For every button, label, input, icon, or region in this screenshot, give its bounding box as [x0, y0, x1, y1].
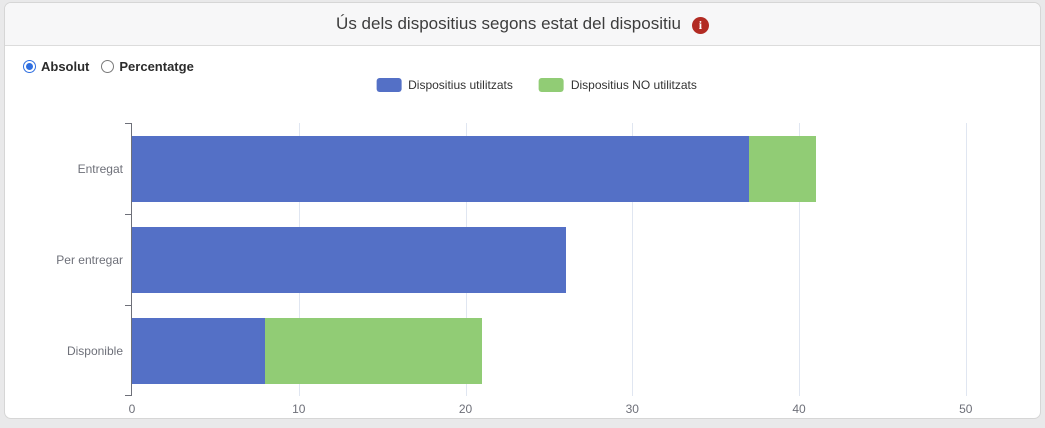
- page-title: Ús dels dispositius segons estat del dis…: [336, 14, 681, 33]
- y-axis-tick: [125, 214, 131, 215]
- legend-swatch-icon: [376, 78, 402, 92]
- y-axis-tick: [125, 305, 131, 306]
- bar-row: [132, 226, 566, 293]
- bar-chart: 0 10 20 30 40 50 Entregat Per entregar Disponibl…: [5, 123, 1040, 416]
- info-icon[interactable]: i: [691, 17, 709, 34]
- bar-segment: [132, 226, 566, 293]
- plot-area: 0 10 20 30 40 50 Entregat Per entregar Disponibl…: [56, 123, 1032, 416]
- radio-button-icon[interactable]: [23, 60, 36, 73]
- radio-percentatge[interactable]: Percentatge: [101, 59, 194, 74]
- gridline: [799, 123, 800, 396]
- bar-row: [132, 317, 483, 384]
- gridline: [632, 123, 634, 396]
- chart-legend: Dispositius utilitzats Dispositius NO uti…: [376, 78, 697, 92]
- bar-segment: [132, 135, 749, 202]
- y-axis-tick: [125, 395, 131, 396]
- bar-row: [132, 135, 816, 202]
- x-axis-tick-label: 0: [128, 402, 136, 416]
- y-axis-category-label: Per entregar: [56, 252, 123, 267]
- y-axis-category-label: Entregat: [77, 161, 123, 176]
- gridline: [965, 123, 967, 396]
- legend-label: Dispositius NO utilitzats: [570, 78, 697, 92]
- bar-segment: [132, 317, 266, 384]
- radio-label: Absolut: [41, 59, 90, 74]
- chart-card: Ús dels dispositius segons estat del dis…: [4, 2, 1041, 419]
- legend-swatch-icon: [538, 78, 564, 92]
- y-axis-category-label: Disponible: [66, 343, 123, 358]
- legend-item[interactable]: Dispositius NO utilitzats: [538, 78, 697, 92]
- x-axis-tick-label: 20: [458, 402, 473, 416]
- x-axis-tick-label: 10: [292, 402, 306, 416]
- bar-segment: [748, 135, 816, 202]
- mode-radio-group: Absolut Percentatge: [23, 59, 194, 74]
- card-body: Absolut Percentatge Dispositius utilitzat…: [5, 46, 1040, 418]
- radio-absolut[interactable]: Absolut: [23, 59, 89, 74]
- radio-label: Percentatge: [119, 59, 194, 74]
- x-axis-tick-label: 50: [959, 402, 973, 416]
- legend-label: Dispositius utilitzats: [408, 78, 513, 92]
- x-axis-tick-label: 40: [792, 402, 806, 416]
- radio-button-icon[interactable]: [101, 60, 115, 73]
- x-axis-tick-label: 30: [625, 402, 639, 416]
- legend-item[interactable]: Dispositius utilitzats: [376, 78, 513, 92]
- card-header: Ús dels dispositius segons estat del dis…: [5, 3, 1040, 46]
- bar-segment: [265, 317, 483, 384]
- y-axis-tick: [125, 123, 131, 124]
